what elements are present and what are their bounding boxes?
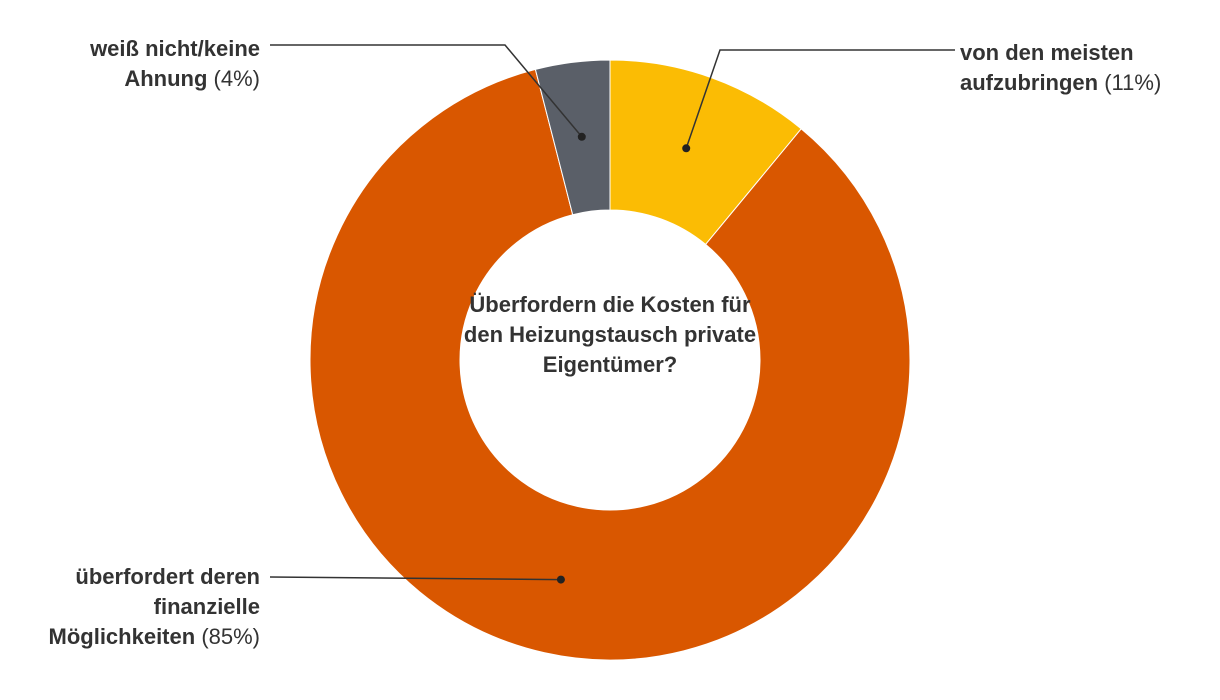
- slice-label-dont-know: weiß nicht/keine Ahnung (4%): [10, 34, 260, 94]
- slice-label-value: (85%): [201, 624, 260, 649]
- slice-label-name: von den meisten aufzubringen: [960, 40, 1134, 95]
- leader-dot: [682, 144, 691, 153]
- slice-overburdened: [309, 68, 911, 661]
- leader-dot: [556, 575, 565, 584]
- slice-dont-know: [534, 59, 611, 216]
- slice-label-name: überfordert deren finanzielle Möglichkei…: [48, 564, 261, 649]
- slice-label-overburdened: überfordert deren finanzielle Möglichkei…: [10, 562, 261, 652]
- leader-dot: [577, 132, 586, 141]
- chart-title: Überfordern die Kosten für den Heizungst…: [463, 292, 757, 377]
- slice-label-affordable: von den meisten aufzubringen (11%): [960, 38, 1210, 98]
- slice-label-name: weiß nicht/keine Ahnung: [90, 36, 260, 91]
- leader-line: [269, 576, 561, 581]
- leader-line: [270, 44, 583, 138]
- leader-line: [685, 49, 955, 149]
- slice-label-value: (4%): [213, 66, 260, 91]
- slice-label-value: (11%): [1104, 70, 1162, 95]
